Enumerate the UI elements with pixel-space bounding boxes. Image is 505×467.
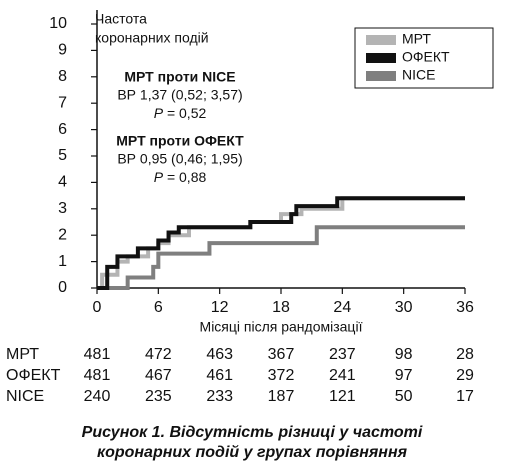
p-rest: = 0,52 xyxy=(163,105,206,121)
risk-value: 187 xyxy=(268,388,295,405)
risk-value: 472 xyxy=(145,346,172,363)
y-tick-label: 7 xyxy=(58,94,67,111)
series-line xyxy=(97,225,465,290)
p-symbol: P xyxy=(154,169,164,185)
x-tick-label: 12 xyxy=(211,299,229,316)
risk-value: 233 xyxy=(206,388,233,405)
risk-value: 463 xyxy=(206,346,233,363)
y-tick-label: 0 xyxy=(58,279,67,296)
legend-label: МРТ xyxy=(402,31,431,47)
risk-value: 98 xyxy=(395,346,413,363)
risk-value: 235 xyxy=(145,388,172,405)
risk-value: 367 xyxy=(268,346,295,363)
x-tick-label: 0 xyxy=(93,299,102,316)
risk-value: 241 xyxy=(329,367,356,384)
risk-value: 237 xyxy=(329,346,356,363)
annotation-title: МРТ проти ОФЕКТ xyxy=(116,133,244,149)
risk-value: 97 xyxy=(395,367,413,384)
y-tick-label: 1 xyxy=(58,253,67,270)
annotation-line: P = 0,88 xyxy=(154,169,207,185)
risk-value: 481 xyxy=(84,346,111,363)
risk-row-label: ОФЕКТ xyxy=(6,367,61,384)
annotation-line: P = 0,52 xyxy=(154,105,207,121)
y-axis-label: коронарних подій xyxy=(95,30,209,46)
y-tick-label: 9 xyxy=(58,42,67,59)
caption: Рисунок 1. Відсутність різниці у частоті xyxy=(82,424,423,441)
annotation-line: ВР 1,37 (0,52; 3,57) xyxy=(117,87,242,103)
p-symbol: P xyxy=(154,105,164,121)
x-tick-label: 30 xyxy=(395,299,413,316)
risk-value: 467 xyxy=(145,367,172,384)
p-rest: = 0,88 xyxy=(163,169,206,185)
y-tick-label: 4 xyxy=(58,174,67,191)
risk-value: 28 xyxy=(456,346,474,363)
risk-value: 50 xyxy=(395,388,413,405)
annotation-title: МРТ проти NICE xyxy=(124,69,235,85)
caption: коронарних подій у групах порівняння xyxy=(97,444,408,461)
y-axis-label: Частота xyxy=(95,11,147,27)
risk-value: 372 xyxy=(268,367,295,384)
y-tick-label: 10 xyxy=(49,15,67,32)
risk-value: 481 xyxy=(84,367,111,384)
x-tick-label: 36 xyxy=(456,299,474,316)
y-tick-label: 6 xyxy=(58,121,67,138)
risk-row-label: МРТ xyxy=(6,346,39,363)
x-tick-label: 6 xyxy=(154,299,163,316)
x-tick-label: 24 xyxy=(333,299,351,316)
risk-row-label: NICE xyxy=(6,388,44,405)
x-tick-label: 18 xyxy=(272,299,290,316)
y-tick-label: 3 xyxy=(58,200,67,217)
annotation-line: ВР 0,95 (0,46; 1,95) xyxy=(117,151,242,167)
risk-value: 17 xyxy=(456,388,474,405)
risk-value: 121 xyxy=(329,388,356,405)
risk-value: 461 xyxy=(206,367,233,384)
legend-label: ОФЕКТ xyxy=(402,49,450,65)
y-tick-label: 2 xyxy=(58,226,67,243)
risk-value: 240 xyxy=(84,388,111,405)
risk-value: 29 xyxy=(456,367,474,384)
y-tick-label: 8 xyxy=(58,68,67,85)
legend-swatch xyxy=(366,71,396,81)
legend-swatch xyxy=(366,35,396,45)
series-line xyxy=(97,196,465,290)
y-tick-label: 5 xyxy=(58,147,67,164)
legend-swatch xyxy=(366,53,396,63)
x-axis-label: Місяці після рандомізації xyxy=(200,319,363,335)
legend-label: NICE xyxy=(402,67,435,83)
